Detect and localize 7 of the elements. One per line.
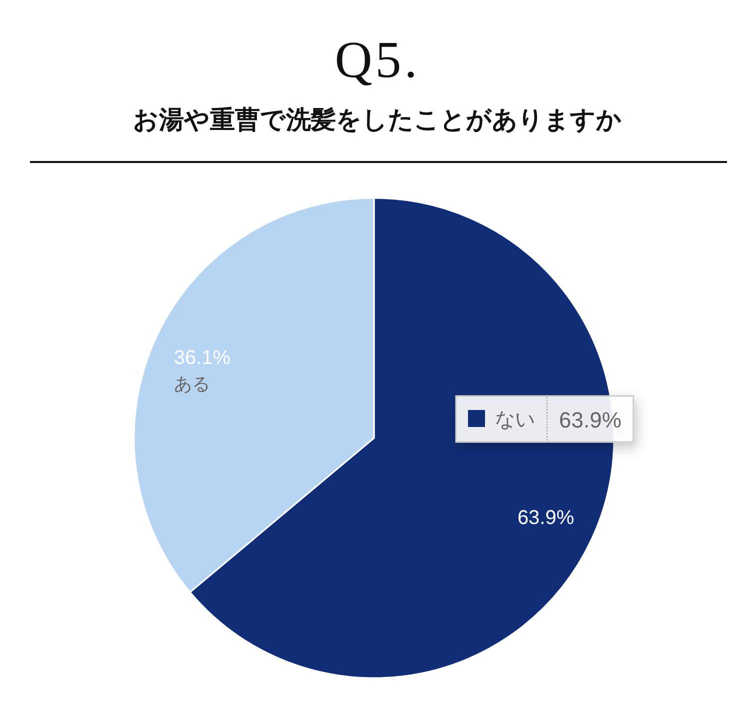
data-label: 36.1% [174,346,231,369]
data-label: 63.9% [517,507,574,530]
slice-label: ある [174,374,210,394]
chart-subtitle: お湯や重曹で洗髪をしたことがありますか [133,106,622,134]
tooltip-value: 63.9% [559,408,622,432]
tooltip-label: ない [495,409,535,431]
chart-title: Q5. [334,32,420,89]
